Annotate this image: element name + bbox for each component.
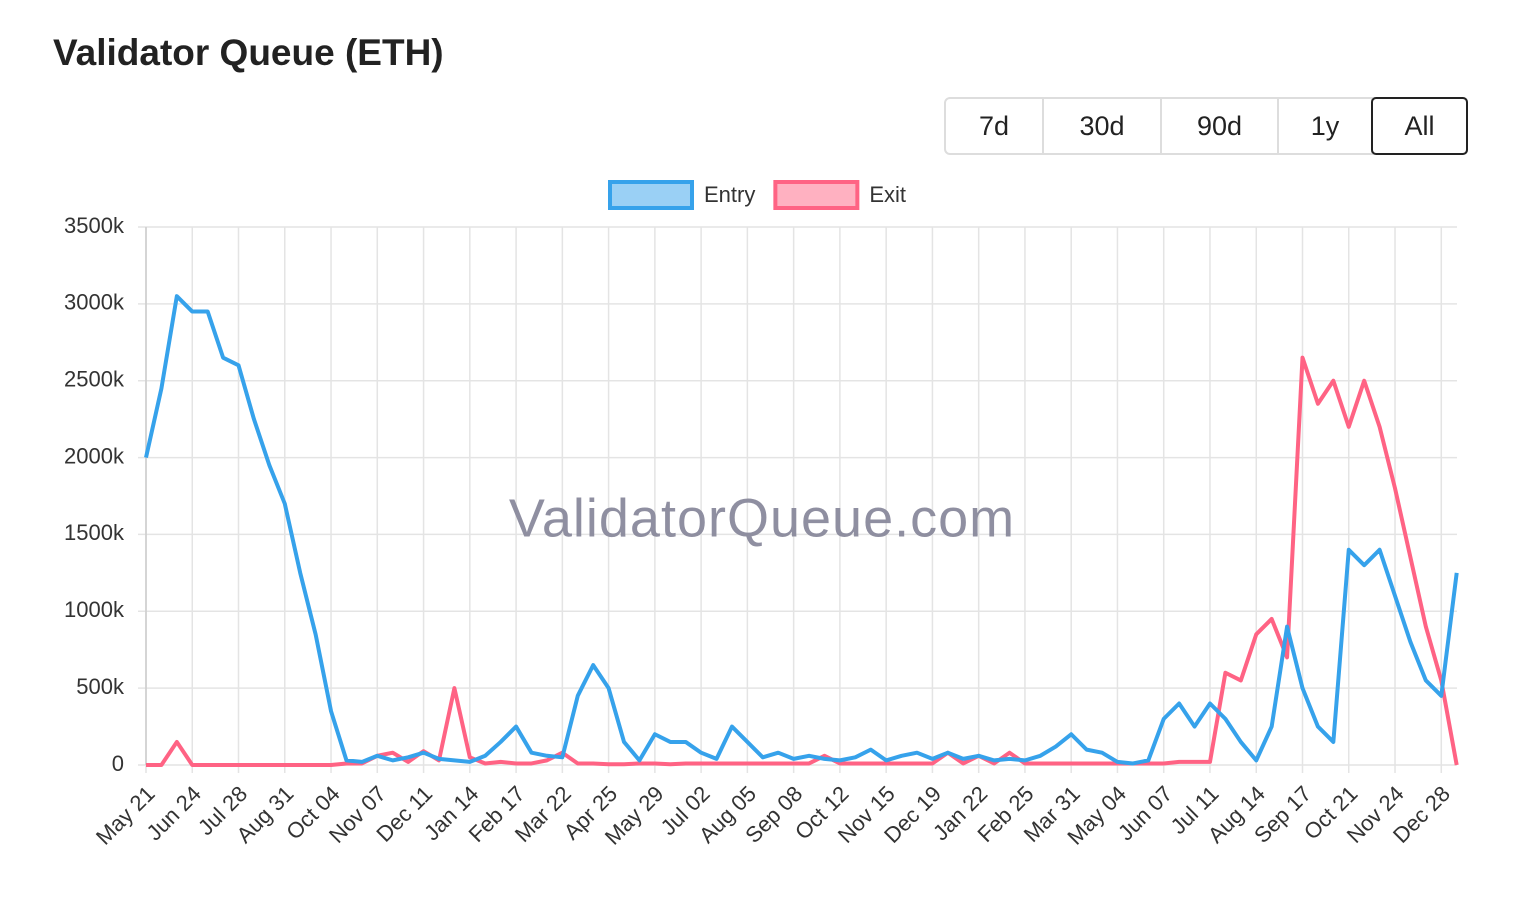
- x-tick-label: Nov 07: [324, 781, 391, 848]
- x-tick-label: Nov 24: [1342, 781, 1409, 848]
- x-tick-label: Jul 11: [1166, 781, 1224, 839]
- x-tick-label: Sep 17: [1249, 781, 1316, 848]
- y-tick-label: 3500k: [64, 213, 125, 238]
- x-tick-label: Aug 31: [231, 781, 298, 848]
- x-tick-label: Dec 19: [879, 781, 946, 848]
- y-tick-label: 2500k: [64, 367, 125, 392]
- x-tick-label: May 04: [1062, 781, 1131, 850]
- x-tick-label: Oct 12: [790, 781, 854, 845]
- x-tick-label: Feb 25: [972, 781, 1038, 847]
- series-line: [144, 294, 1459, 766]
- y-tick-label: 500k: [76, 674, 125, 699]
- range-button[interactable]: 7d: [946, 99, 1044, 153]
- x-tick-label: Oct 21: [1299, 781, 1363, 845]
- x-tick-label: Apr 25: [559, 781, 623, 845]
- x-tick-label: Jun 24: [142, 781, 206, 845]
- x-tick-label: Aug 14: [1203, 781, 1270, 848]
- x-tick-label: Oct 04: [281, 781, 345, 845]
- x-tick-label: May 21: [91, 781, 160, 850]
- y-tick-label: 1000k: [64, 597, 125, 622]
- x-tick-label: May 29: [600, 781, 669, 850]
- x-tick-label: Nov 15: [833, 781, 900, 848]
- legend-label: Exit: [869, 182, 906, 207]
- range-button[interactable]: All: [1371, 97, 1468, 155]
- legend-label: Entry: [704, 182, 755, 207]
- x-tick-label: Jan 22: [928, 781, 992, 845]
- y-tick-label: 0: [112, 751, 124, 776]
- x-tick-label: Jan 14: [419, 781, 483, 845]
- watermark: ValidatorQueue.com: [509, 488, 1015, 548]
- x-tick-label: Dec 28: [1388, 781, 1455, 848]
- x-tick-label: Jul 02: [656, 781, 715, 840]
- y-tick-label: 2000k: [64, 443, 125, 468]
- x-tick-label: Sep 08: [740, 781, 807, 848]
- page-title: Validator Queue (ETH): [53, 32, 444, 73]
- legend-swatch: [773, 180, 860, 210]
- range-button[interactable]: 30d: [1044, 99, 1162, 153]
- range-button[interactable]: 90d: [1162, 99, 1279, 153]
- x-tick-label: Mar 31: [1019, 781, 1085, 847]
- range-button[interactable]: 1y: [1279, 99, 1373, 153]
- x-tick-label: Dec 11: [371, 781, 437, 847]
- y-tick-label: 1500k: [64, 520, 125, 545]
- x-tick-label: Jun 07: [1113, 781, 1177, 845]
- y-tick-label: 3000k: [64, 290, 125, 315]
- range-selector: 7d 30d 90d 1y All: [944, 97, 1468, 155]
- x-tick-label: Mar 22: [510, 781, 576, 847]
- x-tick-label: Jul 28: [193, 781, 252, 840]
- legend-swatch: [608, 180, 694, 210]
- x-tick-label: Aug 05: [694, 781, 761, 848]
- series-line: [146, 355, 1459, 767]
- x-tick-label: Feb 17: [464, 781, 530, 847]
